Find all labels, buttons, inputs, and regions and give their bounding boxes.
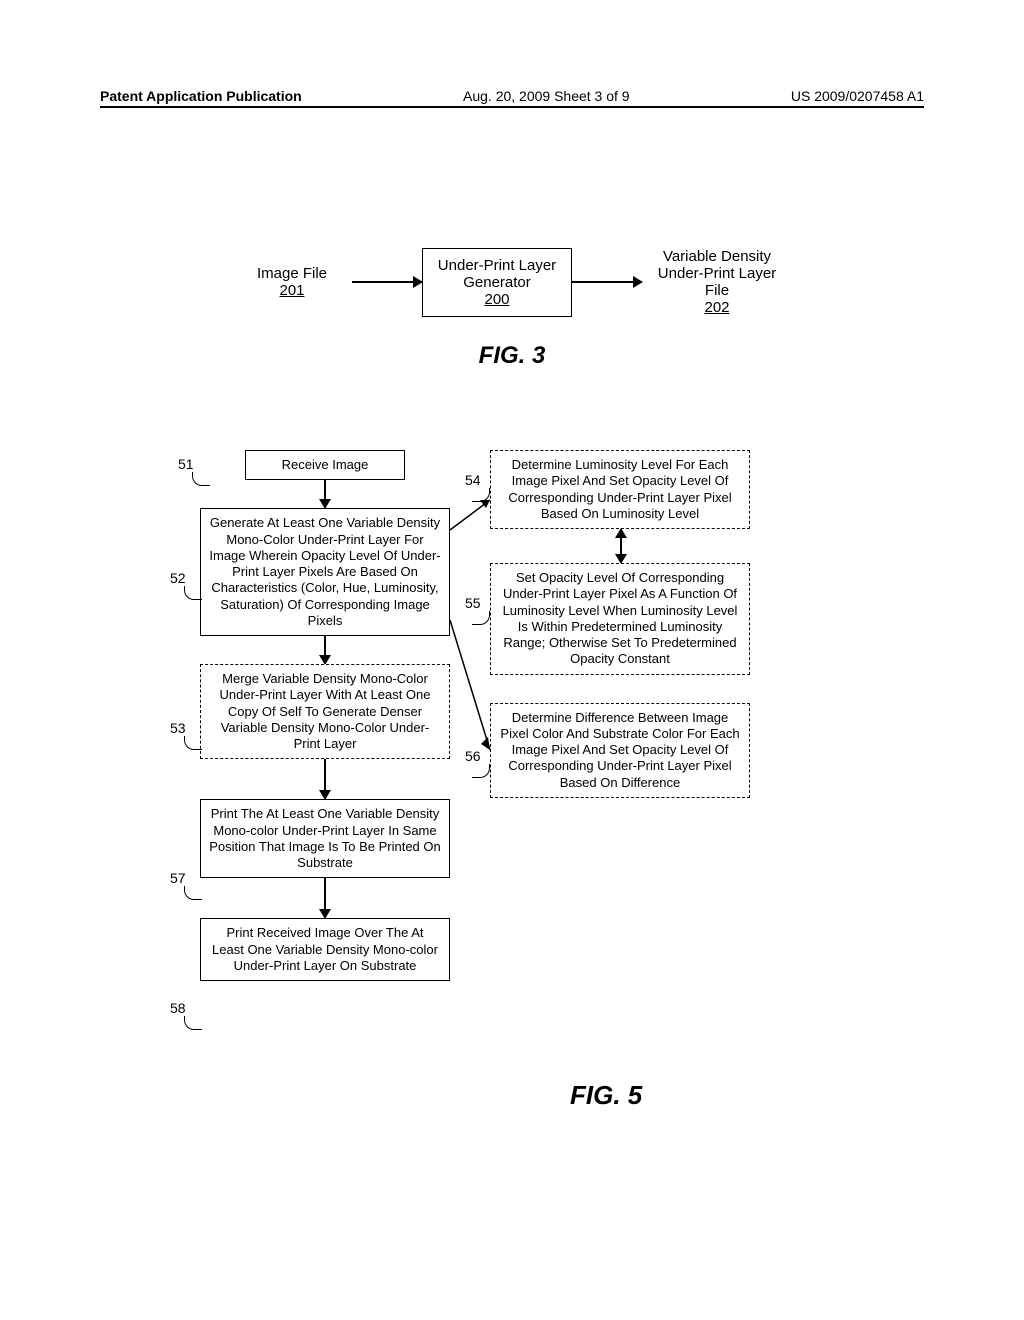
header-left: Patent Application Publication (100, 88, 302, 104)
ref-tick-icon (184, 736, 202, 750)
arrow-icon (352, 272, 422, 292)
fig3-box-output: Variable Density Under-Print Layer File … (642, 240, 792, 324)
box-58: Print Received Image Over The At Least O… (200, 918, 450, 981)
ref-tick-icon (192, 472, 210, 486)
ref-55: 55 (465, 595, 481, 611)
page-header: Patent Application Publication Aug. 20, … (100, 88, 924, 108)
ref-51: 51 (178, 456, 194, 472)
ref-53: 53 (170, 720, 186, 736)
down-arrow-icon (324, 878, 326, 918)
box-55: Set Opacity Level Of Corresponding Under… (490, 563, 750, 675)
fig3-generator-title: Under-Print Layer Generator (435, 257, 559, 291)
header-mid: Aug. 20, 2009 Sheet 3 of 9 (463, 88, 630, 104)
arrow-icon (572, 272, 642, 292)
ref-54: 54 (465, 472, 481, 488)
fig3-box-generator: Under-Print Layer Generator 200 (422, 248, 572, 317)
fig3-output-num: 202 (654, 299, 780, 316)
ref-52: 52 (170, 570, 186, 586)
fig5-label: FIG. 5 (570, 1080, 642, 1111)
fig5-right-column: Determine Luminosity Level For Each Imag… (490, 450, 750, 798)
box-52: Generate At Least One Variable Density M… (200, 508, 450, 636)
fig3-box-image-file: Image File 201 (232, 257, 352, 307)
header-right: US 2009/0207458 A1 (791, 88, 924, 104)
ref-tick-icon (184, 1016, 202, 1030)
fig3-image-file-num: 201 (244, 282, 340, 299)
connector-icon (450, 490, 510, 550)
fig3-image-file-title: Image File (244, 265, 340, 282)
box-57: Print The At Least One Variable Density … (200, 799, 450, 878)
fig3-generator-num: 200 (435, 291, 559, 308)
down-arrow-icon (324, 480, 326, 508)
connector-icon (450, 620, 510, 780)
box-51: Receive Image (245, 450, 405, 480)
box-54: Determine Luminosity Level For Each Imag… (490, 450, 750, 529)
ref-tick-icon (184, 586, 202, 600)
double-arrow-icon (620, 529, 622, 563)
fig3-output-title: Variable Density Under-Print Layer File (654, 248, 780, 299)
ref-tick-icon (184, 886, 202, 900)
ref-57: 57 (170, 870, 186, 886)
figure-3: Image File 201 Under-Print Layer Generat… (0, 240, 1024, 370)
fig5-left-column: Receive Image Generate At Least One Vari… (200, 450, 450, 981)
box-56: Determine Difference Between Image Pixel… (490, 703, 750, 798)
down-arrow-icon (324, 759, 326, 799)
fig3-label: FIG. 3 (0, 342, 1024, 370)
down-arrow-icon (324, 636, 326, 664)
ref-58: 58 (170, 1000, 186, 1016)
box-53: Merge Variable Density Mono-Color Under-… (200, 664, 450, 759)
